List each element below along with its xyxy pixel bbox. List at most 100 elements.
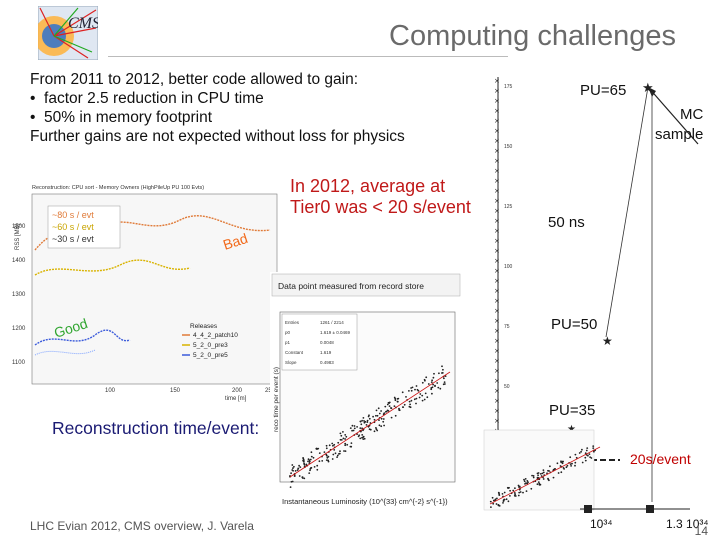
tier0-annotation: In 2012, average at Tier0 was < 20 s/eve… xyxy=(290,176,471,217)
release-item: 5_2_0_pre5 xyxy=(193,352,228,359)
intro-bullet: • factor 2.5 reduction in CPU time xyxy=(30,90,264,107)
ns50-label: 50 ns xyxy=(548,214,585,231)
scale-tick: 150 xyxy=(504,144,513,150)
svg-text:×: × xyxy=(494,227,500,235)
intro-bullet: • 50% in memory footprint xyxy=(30,109,213,126)
svg-text:×: × xyxy=(494,217,500,225)
memory-plot: Reconstruction: CPU sort - Memory Owners… xyxy=(10,180,300,420)
scale-tick: 125 xyxy=(504,204,513,210)
stat-value: 1261 / 2214 xyxy=(320,320,344,325)
svg-text:×: × xyxy=(494,127,500,135)
svg-text:×: × xyxy=(494,197,500,205)
stat-value: 0.0048 xyxy=(320,340,334,345)
memory-plot-xlabel: time [m] xyxy=(225,396,247,402)
reco-time-plot: Data point measured from record store re… xyxy=(270,272,465,512)
svg-text:×: × xyxy=(494,137,500,145)
data-point-note: Data point measured from record store xyxy=(278,281,424,291)
pileup-scale: ××××××××××××××××××××××××××××××××××××××× … xyxy=(483,77,699,513)
scale-tick: 50 xyxy=(504,384,510,390)
page-number: 14 xyxy=(694,524,708,538)
svg-text:×: × xyxy=(494,107,500,115)
svg-text:×: × xyxy=(494,97,500,105)
svg-text:×: × xyxy=(494,397,500,405)
intro-text: From 2011 to 2012, better code allowed t… xyxy=(30,70,480,146)
pu50-label: PU=50 xyxy=(551,316,598,333)
scale-tick: 100 xyxy=(504,264,513,270)
legend-80s: ~80 s / evt xyxy=(52,210,94,220)
stat-name: p1 xyxy=(285,340,291,345)
xtick: 200 xyxy=(232,388,243,394)
stat-name: Constant xyxy=(285,350,304,355)
svg-text:×: × xyxy=(494,257,500,265)
svg-text:×: × xyxy=(494,387,500,395)
ytick: 1300 xyxy=(12,292,26,298)
svg-text:×: × xyxy=(494,417,500,425)
curve-5_2_0_pre3 xyxy=(34,259,191,276)
page-title: Computing challenges xyxy=(389,20,676,52)
releases-title: Releases xyxy=(190,323,218,330)
mc-line: sample xyxy=(655,126,704,143)
svg-text:×: × xyxy=(494,357,500,365)
svg-text:×: × xyxy=(494,267,500,275)
svg-text:×: × xyxy=(494,87,500,95)
release-item: 4_4_2_patch10 xyxy=(193,332,238,339)
svg-text:×: × xyxy=(494,77,500,85)
svg-text:×: × xyxy=(494,237,500,245)
reco-plot-ylabel: reco time per event (s) xyxy=(273,367,280,432)
svg-text:×: × xyxy=(494,277,500,285)
svg-text:×: × xyxy=(494,287,500,295)
bad-label: Bad xyxy=(221,230,250,253)
scale-tick: 75 xyxy=(504,324,510,330)
inset-scatter xyxy=(489,445,596,508)
svg-text:×: × xyxy=(494,407,500,415)
footer-text: LHC Evian 2012, CMS overview, J. Varela xyxy=(30,519,254,533)
reco-plot-xlabel: Instantaneous Luminosity (10^{33} cm^{-2… xyxy=(282,497,448,506)
stat-name: p0 xyxy=(285,330,291,335)
svg-text:×: × xyxy=(494,367,500,375)
svg-text:×: × xyxy=(494,117,500,125)
stat-value: 1.619 ± 0.0469 xyxy=(320,330,350,335)
title-rule xyxy=(108,56,508,57)
svg-text:×: × xyxy=(494,317,500,325)
mc-sample-label: MC sample xyxy=(655,105,703,145)
svg-text:×: × xyxy=(494,297,500,305)
luminosity-1e34: 10³⁴ xyxy=(590,517,613,531)
pu65-label: PU=65 xyxy=(580,82,627,99)
vertical-scale-axis: ××××××××××××××××××××××××××××××××××××××× xyxy=(494,77,500,467)
xtick: 100 xyxy=(105,388,116,394)
pu35-label: PU=35 xyxy=(549,402,596,419)
svg-text:×: × xyxy=(494,247,500,255)
svg-text:×: × xyxy=(494,187,500,195)
svg-text:×: × xyxy=(494,167,500,175)
memory-plot-title: Reconstruction: CPU sort - Memory Owners… xyxy=(32,185,204,191)
memory-plot-ylabel: RSS [MB] xyxy=(15,223,21,250)
svg-text:×: × xyxy=(494,337,500,345)
reconstruction-label: Reconstruction time/event: xyxy=(52,418,260,438)
pu50-star: ★ xyxy=(602,334,613,348)
curve-5_2_0_pre5 xyxy=(34,329,131,346)
svg-text:×: × xyxy=(494,377,500,385)
scale-tick: 175 xyxy=(504,84,513,90)
svg-text:×: × xyxy=(494,327,500,335)
intro-closing: Further gains are not expected without l… xyxy=(30,128,405,145)
ytick: 1400 xyxy=(12,258,26,264)
stat-value: 0.4983 xyxy=(320,360,334,365)
xtick: 150 xyxy=(170,388,181,394)
stat-name: Slope xyxy=(285,360,297,365)
svg-text:×: × xyxy=(494,147,500,155)
pu65-star: ★ xyxy=(642,80,654,95)
stat-name: Entries xyxy=(285,320,300,325)
pu35-star: ★ xyxy=(567,424,576,435)
twenty-s-event-label: 20s/event xyxy=(630,451,691,467)
release-item: 5_2_0_pre3 xyxy=(193,342,228,349)
reco-scatter xyxy=(289,365,447,488)
stat-value: 1.619 xyxy=(320,350,332,355)
svg-text:×: × xyxy=(494,347,500,355)
svg-text:×: × xyxy=(494,207,500,215)
svg-text:×: × xyxy=(494,157,500,165)
ytick: 1100 xyxy=(12,360,26,366)
ytick: 1500 xyxy=(12,224,26,230)
svg-text:×: × xyxy=(494,307,500,315)
svg-text:×: × xyxy=(494,177,500,185)
legend-30s: ~30 s / evt xyxy=(52,234,94,244)
